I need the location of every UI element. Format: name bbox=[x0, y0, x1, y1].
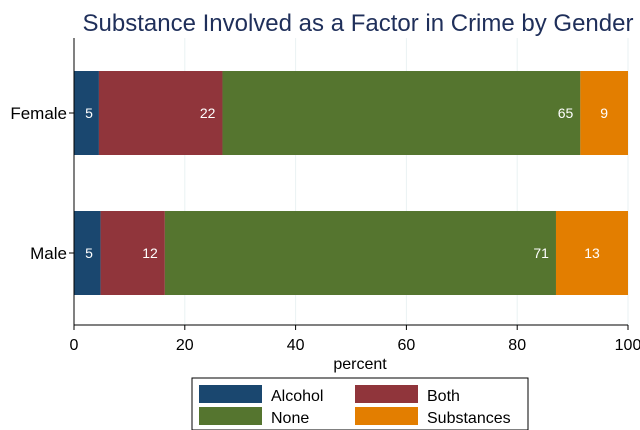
data-label: 5 bbox=[85, 105, 93, 121]
bar-none-male bbox=[164, 211, 556, 295]
legend-label: Both bbox=[427, 388, 460, 405]
data-label: 5 bbox=[85, 245, 93, 261]
x-tick-label: 100 bbox=[615, 337, 640, 354]
x-ticks: 0 20 40 60 80 100 bbox=[70, 325, 640, 354]
category-labels: Female Male bbox=[10, 104, 74, 263]
axes bbox=[73, 38, 628, 326]
legend-label: Substances bbox=[427, 410, 511, 427]
bar-both-male bbox=[100, 211, 165, 295]
x-tick-label: 0 bbox=[70, 337, 79, 354]
bar-both-female bbox=[98, 71, 223, 155]
legend-swatch bbox=[355, 407, 418, 425]
x-tick-label: 20 bbox=[176, 337, 194, 354]
category-label: Female bbox=[10, 104, 67, 123]
bar-substances-male bbox=[555, 211, 628, 295]
bar-none-female bbox=[222, 71, 581, 155]
data-label: 9 bbox=[600, 105, 608, 121]
legend-swatch bbox=[355, 385, 418, 403]
x-tick-label: 40 bbox=[287, 337, 305, 354]
x-tick-label: 80 bbox=[508, 337, 526, 354]
data-label: 65 bbox=[558, 105, 574, 121]
legend-swatch bbox=[199, 407, 262, 425]
data-label: 13 bbox=[584, 245, 600, 261]
bar-alcohol-female bbox=[74, 71, 99, 155]
legend-swatch bbox=[199, 385, 262, 403]
category-label: Male bbox=[30, 244, 67, 263]
bar-alcohol-male bbox=[74, 211, 101, 295]
x-axis-label: percent bbox=[333, 356, 387, 373]
data-label: 71 bbox=[533, 245, 549, 261]
chart-title: Substance Involved as a Factor in Crime … bbox=[83, 10, 634, 37]
legend-label: None bbox=[271, 410, 309, 427]
x-tick-label: 60 bbox=[398, 337, 416, 354]
bars bbox=[74, 71, 628, 295]
legend-label: Alcohol bbox=[271, 388, 323, 405]
data-labels: 5 22 65 9 5 12 71 13 bbox=[85, 105, 608, 261]
data-label: 22 bbox=[200, 105, 216, 121]
bar-substances-female bbox=[580, 71, 628, 155]
data-label: 12 bbox=[142, 245, 158, 261]
legend: Alcohol Both None Substances bbox=[191, 377, 529, 430]
